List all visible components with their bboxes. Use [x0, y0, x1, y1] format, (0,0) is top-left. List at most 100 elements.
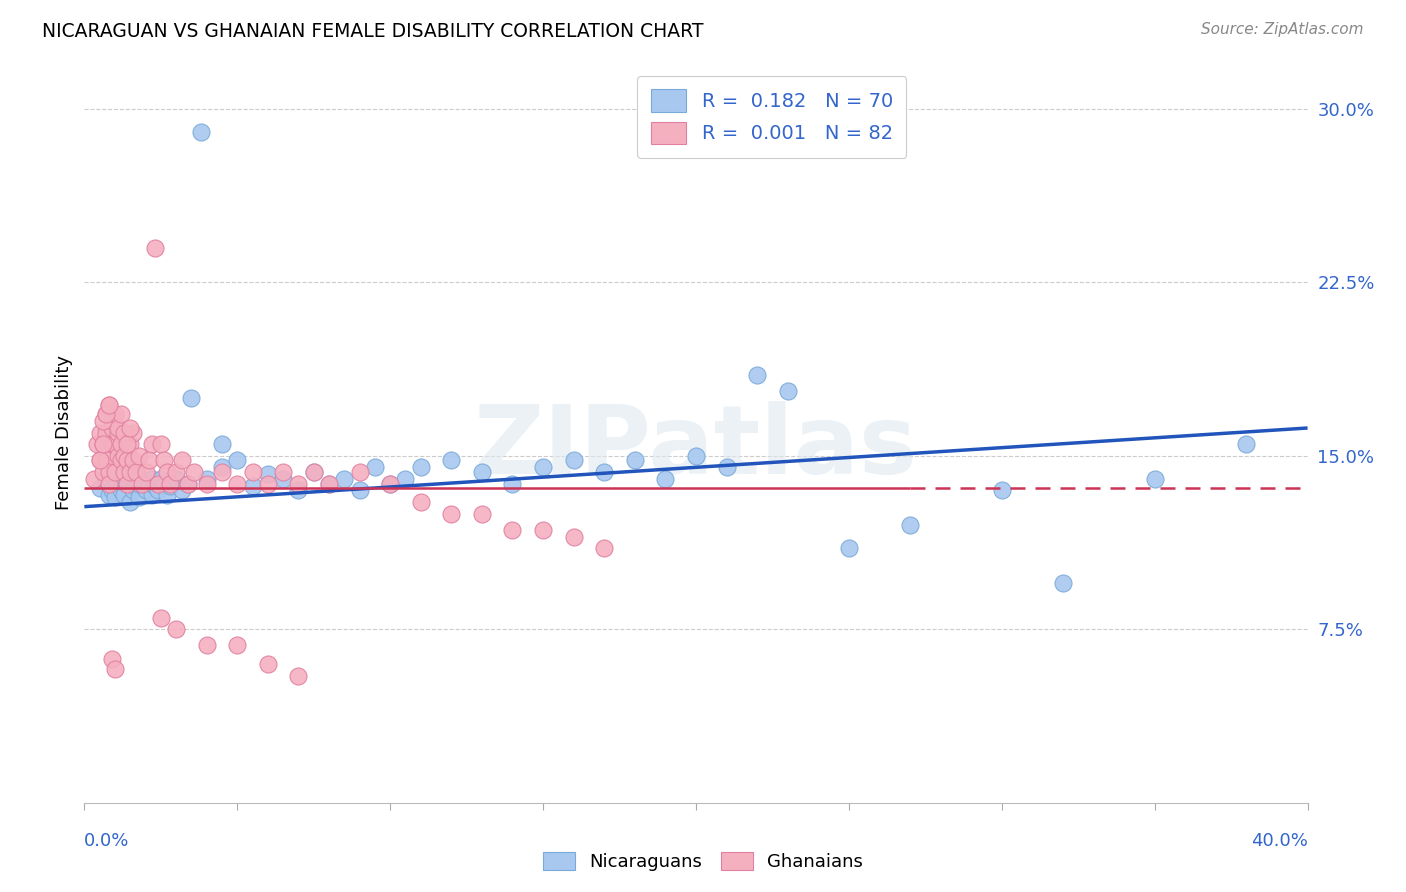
Point — [257, 467, 280, 482]
Point — [97, 476, 120, 491]
Point — [97, 476, 120, 491]
Point — [122, 472, 145, 486]
Point — [128, 491, 150, 505]
Point — [146, 483, 169, 498]
Text: 40.0%: 40.0% — [1251, 832, 1308, 850]
Point — [1236, 437, 1258, 451]
Point — [287, 483, 309, 498]
Point — [120, 421, 142, 435]
Point — [91, 437, 114, 451]
Point — [122, 453, 145, 467]
Point — [104, 407, 127, 421]
Point — [104, 465, 127, 479]
Point — [131, 476, 153, 491]
Text: 0.0%: 0.0% — [84, 832, 129, 850]
Point — [593, 541, 616, 556]
Point — [349, 465, 371, 479]
Point — [125, 465, 148, 479]
Point — [195, 472, 218, 486]
Point — [394, 472, 416, 486]
Point — [409, 460, 432, 475]
Point — [380, 476, 402, 491]
Point — [97, 398, 120, 412]
Point — [122, 425, 145, 440]
Point — [110, 437, 132, 451]
Point — [562, 453, 585, 467]
Point — [349, 483, 371, 498]
Point — [271, 472, 294, 486]
Point — [94, 425, 117, 440]
Point — [143, 240, 166, 255]
Point — [104, 437, 127, 451]
Point — [257, 657, 280, 671]
Point — [226, 639, 249, 653]
Point — [91, 414, 114, 428]
Text: ZIPatlas: ZIPatlas — [474, 401, 918, 494]
Point — [685, 449, 707, 463]
Point — [226, 476, 249, 491]
Point — [115, 437, 138, 451]
Point — [110, 453, 132, 467]
Point — [471, 465, 494, 479]
Point — [94, 407, 117, 421]
Point — [211, 460, 233, 475]
Point — [101, 414, 124, 428]
Point — [112, 465, 135, 479]
Point — [104, 662, 127, 676]
Point — [502, 523, 524, 537]
Point — [104, 491, 127, 505]
Point — [94, 407, 117, 421]
Point — [149, 437, 172, 451]
Point — [562, 530, 585, 544]
Point — [211, 437, 233, 451]
Point — [97, 488, 120, 502]
Point — [287, 668, 309, 682]
Point — [991, 483, 1014, 498]
Point — [242, 465, 264, 479]
Point — [89, 453, 111, 467]
Point — [86, 437, 108, 451]
Point — [89, 453, 111, 467]
Point — [838, 541, 860, 556]
Point — [156, 465, 179, 479]
Point — [131, 472, 153, 486]
Point — [141, 472, 163, 486]
Point — [101, 421, 124, 435]
Point — [177, 476, 200, 491]
Point — [318, 476, 340, 491]
Point — [190, 125, 212, 139]
Point — [287, 476, 309, 491]
Point — [195, 476, 218, 491]
Legend: Nicaraguans, Ghanaians: Nicaraguans, Ghanaians — [536, 845, 870, 879]
Point — [122, 483, 145, 498]
Point — [165, 472, 187, 486]
Point — [101, 437, 124, 451]
Point — [302, 465, 325, 479]
Point — [172, 483, 194, 498]
Point — [112, 425, 135, 440]
Point — [747, 368, 769, 382]
Point — [716, 460, 738, 475]
Point — [128, 476, 150, 491]
Point — [153, 476, 176, 491]
Legend: R =  0.182   N = 70, R =  0.001   N = 82: R = 0.182 N = 70, R = 0.001 N = 82 — [637, 76, 907, 158]
Point — [502, 476, 524, 491]
Point — [89, 425, 111, 440]
Point — [128, 449, 150, 463]
Y-axis label: Female Disability: Female Disability — [55, 355, 73, 510]
Text: Source: ZipAtlas.com: Source: ZipAtlas.com — [1201, 22, 1364, 37]
Point — [115, 476, 138, 491]
Point — [654, 472, 676, 486]
Point — [120, 495, 142, 509]
Point — [165, 622, 187, 636]
Point — [91, 465, 114, 479]
Text: NICARAGUAN VS GHANAIAN FEMALE DISABILITY CORRELATION CHART: NICARAGUAN VS GHANAIAN FEMALE DISABILITY… — [42, 22, 703, 41]
Point — [94, 472, 117, 486]
Point — [97, 465, 120, 479]
Point — [120, 465, 142, 479]
Point — [177, 476, 200, 491]
Point — [409, 495, 432, 509]
Point — [380, 476, 402, 491]
Point — [112, 449, 135, 463]
Point — [1143, 472, 1166, 486]
